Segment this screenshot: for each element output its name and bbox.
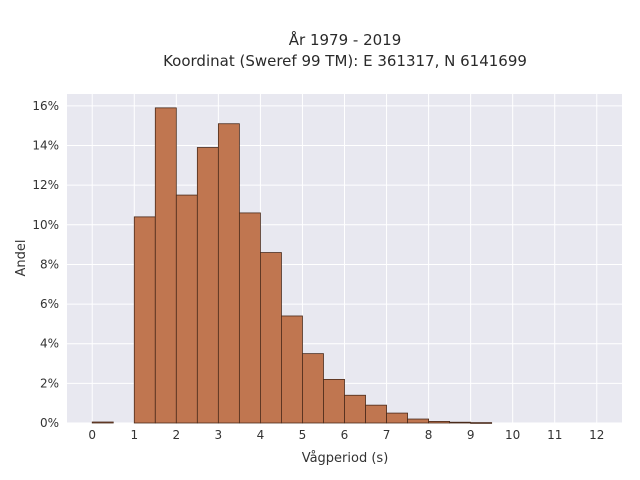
y-axis-label: Andel [14,240,29,277]
histogram-bar [281,315,303,424]
x-tick-label: 6 [341,428,349,442]
x-tick-label: 9 [467,428,475,442]
histogram-bar [175,194,198,424]
histogram-bar [91,421,114,424]
bars [91,107,493,424]
x-tick-label: 1 [130,428,138,442]
x-tick-label: 10 [505,428,520,442]
x-tick-label: 5 [299,428,307,442]
x-tick-label: 2 [172,428,180,442]
histogram-bar [323,378,345,424]
histogram-bar [217,123,240,424]
y-tick-label: 10% [32,218,59,232]
histogram-bar [133,216,156,424]
x-tick-label: 4 [257,428,265,442]
histogram-bar [407,418,429,424]
y-tick-label: 8% [40,257,59,271]
histogram-bar [154,107,177,424]
y-tick-label: 0% [40,416,59,430]
chart-title-line2: Koordinat (Sweref 99 TM): E 361317, N 61… [163,52,527,70]
x-tick-label: 12 [589,428,604,442]
histogram-bar [365,404,387,424]
y-tick-label: 16% [32,99,59,113]
x-tick-label: 7 [383,428,391,442]
x-tick-label: 8 [425,428,433,442]
histogram-bar [470,422,493,424]
histogram-bar [260,252,282,424]
histogram-bar [196,147,219,424]
x-axis-label: Vågperiod (s) [302,451,389,466]
x-tick-label: 11 [547,428,562,442]
y-tick-label: 14% [32,139,59,153]
histogram-bar [302,353,324,424]
y-axis-ticks: 0% 2% 4% 6% 8% 10% 12% 14% 16% [32,99,59,430]
histogram-bar [449,421,472,424]
histogram-bar [428,421,451,424]
x-tick-label: 3 [215,428,223,442]
histogram-bar [386,412,408,424]
y-tick-label: 2% [40,376,59,390]
y-tick-label: 4% [40,337,59,351]
y-tick-label: 12% [32,178,59,192]
histogram-bar [344,394,366,424]
y-tick-label: 6% [40,297,59,311]
chart-title-line1: År 1979 - 2019 [289,30,402,49]
x-axis-ticks: 0 1 2 3 4 5 6 7 8 9 10 11 12 [88,428,604,442]
histogram-bar [238,212,261,424]
x-tick-label: 0 [88,428,96,442]
